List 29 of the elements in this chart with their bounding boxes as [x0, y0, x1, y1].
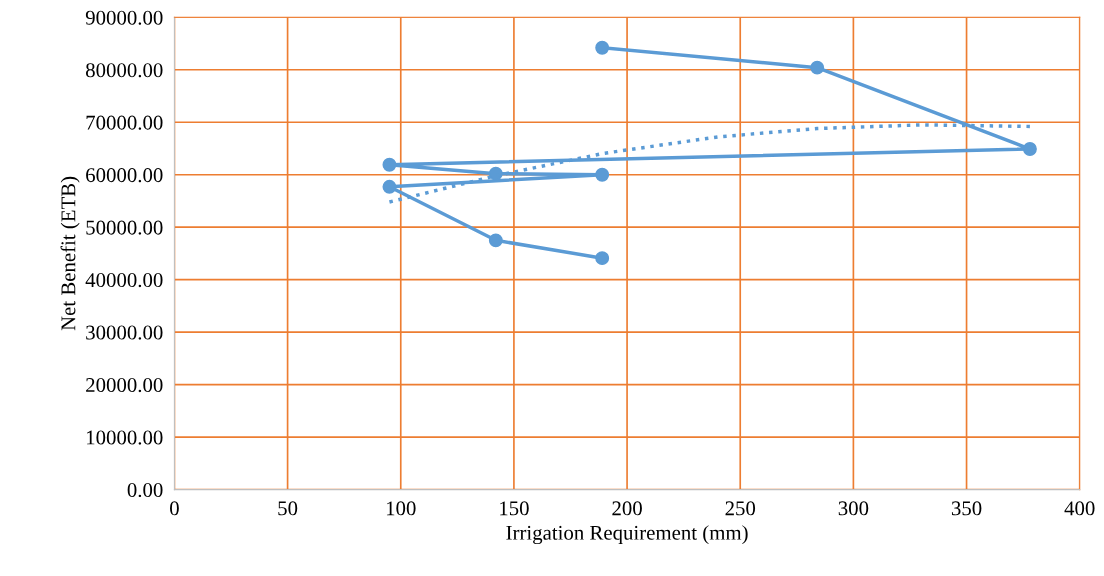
- point: [810, 60, 825, 75]
- y-tick-label: 50000.00: [86, 220, 163, 235]
- point: [1022, 142, 1037, 156]
- x-tick-label: 400: [1064, 501, 1095, 516]
- point: [488, 233, 503, 248]
- y-tick-label: 70000.00: [86, 115, 163, 130]
- y-tick-label: 20000.00: [86, 378, 163, 393]
- point: [382, 179, 397, 194]
- x-tick-label: 250: [725, 501, 756, 516]
- y-tick-label: 80000.00: [85, 63, 163, 78]
- x-tick-label: 0: [170, 501, 179, 516]
- y-tick-label: 0.00: [127, 482, 163, 498]
- point: [595, 167, 610, 182]
- y-tick-label: 60000.00: [86, 168, 163, 183]
- x-tick-label: 300: [838, 501, 869, 516]
- x-tick-label: 200: [612, 501, 642, 516]
- point: [595, 40, 610, 55]
- y-axis-title: Net Benefit (ETB): [60, 176, 80, 331]
- y-tick-label: 90000.00: [85, 10, 163, 25]
- x-tick-label: 100: [386, 501, 416, 516]
- point: [595, 251, 610, 266]
- x-tick-label: 350: [951, 501, 982, 516]
- y-tick-label: 30000.00: [86, 325, 163, 340]
- y-tick-label: 40000.00: [85, 273, 163, 288]
- y-tick-label: 10000.00: [87, 430, 163, 445]
- x-axis-title: Irrigation Requirement (mm): [506, 525, 748, 545]
- x-tick-label: 150: [500, 501, 529, 516]
- point: [382, 157, 397, 172]
- x-tick-label: 50: [278, 501, 298, 516]
